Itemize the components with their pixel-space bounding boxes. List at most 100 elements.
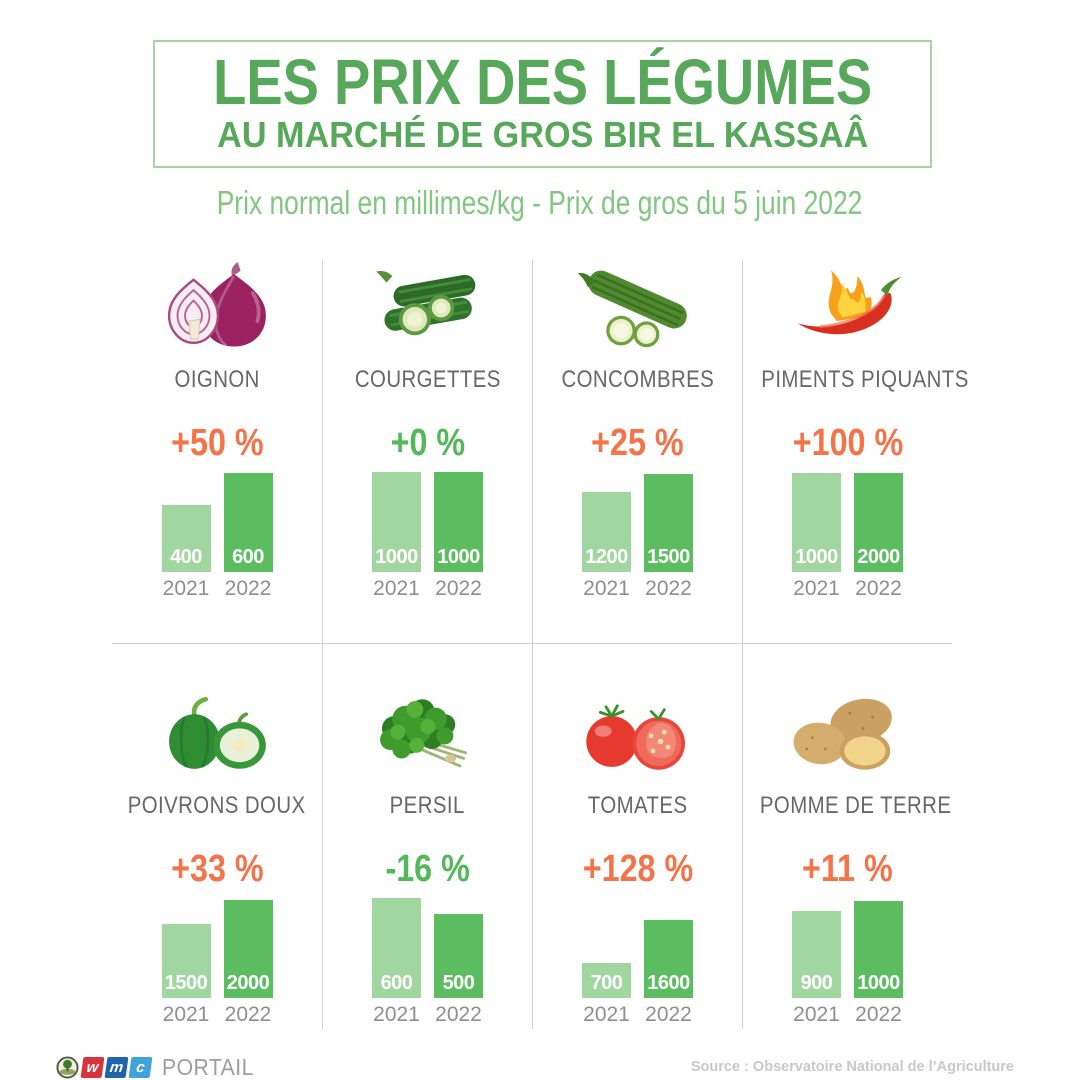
bell-pepper-image (112, 688, 322, 780)
vegetable-name: OIGNON (174, 365, 260, 393)
bar-value: 600 (232, 545, 264, 568)
logo-brand-text: PORTAIL (161, 1053, 254, 1080)
year-labels: 2021 2022 (533, 1003, 742, 1029)
bar-chart: 1500 2000 (112, 898, 322, 998)
bar-value: 1600 (647, 971, 690, 994)
cucumber-image (533, 262, 742, 354)
panel-persil: PERSIL -16 % 600 500 2021 2022 (322, 643, 532, 1029)
bar-value: 2000 (857, 545, 900, 568)
bar-value: 1500 (164, 971, 208, 994)
bar-value: 2000 (226, 971, 270, 994)
year-label: 2022 (645, 576, 692, 600)
vegetable-name: PERSIL (389, 791, 466, 819)
grid-row-2: POIVRONS DOUX +33 % 1500 2000 2021 2022 (112, 643, 952, 1029)
bar-2021: 700 (582, 962, 631, 998)
year-label: 2021 (162, 1002, 210, 1026)
vegetable-name: CONCOMBRES (561, 365, 714, 393)
bar-chart: 1000 1000 (323, 471, 532, 572)
bar-chart: 400 600 (112, 472, 322, 572)
bar-chart: 1000 2000 (743, 472, 952, 572)
price-change-percent: +100 % (792, 421, 903, 464)
year-label: 2022 (224, 576, 272, 600)
year-label: 2021 (583, 576, 630, 600)
year-label: 2021 (162, 576, 210, 600)
year-label: 2021 (583, 1002, 630, 1026)
title-box: LES PRIX DES LÉGUMES AU MARCHÉ DE GROS B… (153, 40, 932, 168)
year-label: 2022 (224, 1002, 272, 1026)
price-change-percent: +11 % (802, 847, 893, 890)
bar-value: 700 (590, 971, 623, 994)
onion-image (112, 261, 322, 354)
panel-oignon: OIGNON +50 % 400 600 2021 2022 (112, 260, 322, 643)
vegetable-name: COURGETTES (354, 365, 501, 393)
bar-value: 900 (800, 971, 833, 994)
vegetable-name: POIVRONS DOUX (128, 791, 306, 819)
wmc-globe-icon (56, 1056, 79, 1079)
bar-2022: 600 (223, 472, 273, 572)
vegetable-name: TOMATES (587, 791, 688, 819)
bar-2021: 1200 (582, 491, 631, 572)
price-change-percent: +128 % (582, 847, 693, 890)
panel-piments-piquants: PIMENTS PIQUANTS +100 % 1000 2000 2021 20… (742, 259, 969, 643)
year-labels: 2021 2022 (112, 1003, 322, 1029)
tomato-image (533, 688, 742, 780)
year-labels: 2021 2022 (112, 577, 322, 603)
page-subtitle: AU MARCHÉ DE GROS BIR EL KASSAÂ (216, 113, 869, 155)
panel-courgettes: COURGETTES +0 % 1000 1000 2021 2022 (322, 259, 532, 643)
panel-pomme-de-terre: POMME DE TERRE +11 % 900 1000 2021 2022 (742, 643, 952, 1029)
logo-letter-w: w (80, 1056, 105, 1078)
year-labels: 2021 2022 (533, 577, 742, 603)
parsley-image (323, 688, 532, 780)
price-change-percent: +25 % (591, 421, 684, 464)
panel-concombres: CONCOMBRES +25 % 1200 1500 2021 2022 (532, 259, 742, 643)
bar-2021: 1000 (372, 471, 421, 572)
year-label: 2022 (855, 576, 902, 600)
tagline: Prix normal en millimes/kg - Prix de gro… (217, 183, 863, 221)
wmc-portail-logo: w m c PORTAIL (56, 1054, 258, 1080)
bar-2022: 1000 (854, 900, 903, 998)
year-labels: 2021 2022 (323, 1003, 532, 1029)
year-label: 2021 (373, 1002, 420, 1026)
bar-2021: 600 (372, 897, 421, 998)
bar-chart: 1200 1500 (533, 472, 742, 572)
bar-value: 1000 (857, 971, 900, 994)
year-labels: 2021 2022 (743, 1003, 952, 1029)
price-change-percent: +0 % (390, 421, 465, 464)
vegetable-name: PIMENTS PIQUANTS (761, 365, 969, 393)
bar-2022: 2000 (223, 899, 273, 998)
page-title: LES PRIX DES LÉGUMES (213, 46, 873, 118)
grid-row-1: OIGNON +50 % 400 600 2021 2022 (112, 259, 969, 644)
bar-2021: 400 (161, 504, 211, 572)
chili-flames-image (743, 262, 952, 354)
price-change-percent: +33 % (170, 847, 264, 890)
logo-letter-c: c (128, 1056, 153, 1078)
bar-chart: 600 500 (323, 897, 532, 998)
year-labels: 2021 2022 (323, 577, 532, 603)
bar-value: 400 (170, 545, 202, 568)
source-credit: Source : Observatoire National de l’Agri… (690, 1059, 1014, 1076)
bar-2022: 2000 (854, 472, 903, 572)
footer: w m c PORTAIL Source : Observatoire Nati… (0, 1054, 1080, 1080)
bar-value: 600 (380, 971, 413, 994)
bar-chart: 700 1600 (533, 898, 742, 998)
year-label: 2022 (645, 1002, 692, 1026)
year-label: 2022 (435, 1002, 482, 1026)
year-label: 2022 (855, 1002, 902, 1026)
vegetables-grid: OIGNON +50 % 400 600 2021 2022 (112, 259, 969, 1029)
bar-value: 1200 (585, 545, 628, 568)
year-label: 2022 (435, 576, 482, 600)
bar-value: 1000 (375, 545, 418, 568)
potato-image (743, 688, 952, 780)
panel-tomates: TOMATES +128 % 700 1600 2021 2022 (532, 643, 742, 1029)
bar-2021: 1500 (161, 923, 211, 998)
vegetable-name: POMME DE TERRE (759, 791, 952, 819)
bar-value: 1500 (647, 545, 690, 568)
bar-2022: 500 (434, 913, 483, 998)
year-label: 2021 (373, 576, 420, 600)
bar-value: 500 (442, 971, 475, 994)
bar-2021: 1000 (792, 472, 841, 572)
bar-2022: 1000 (434, 471, 483, 572)
year-label: 2021 (793, 576, 840, 600)
year-label: 2021 (793, 1002, 840, 1026)
logo-letter-m: m (104, 1056, 129, 1078)
